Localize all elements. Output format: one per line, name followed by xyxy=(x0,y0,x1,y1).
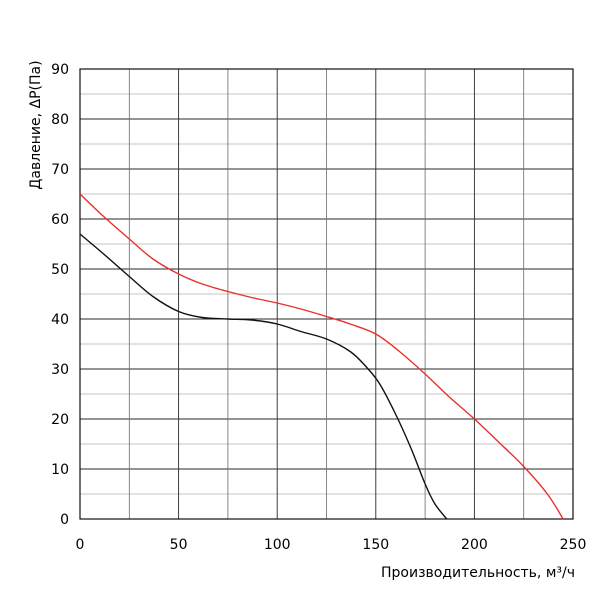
x-tick-label: 150 xyxy=(362,537,389,553)
y-tick-label: 20 xyxy=(51,412,69,428)
x-tick-label: 250 xyxy=(560,537,587,553)
x-tick-label: 200 xyxy=(461,537,488,553)
y-tick-label: 0 xyxy=(60,512,69,528)
plot-frame xyxy=(79,68,574,520)
y-tick-label: 30 xyxy=(51,362,69,378)
y-tick-label: 60 xyxy=(51,212,69,228)
x-tick-label: 50 xyxy=(170,537,188,553)
x-tick-label: 0 xyxy=(76,537,85,553)
y-axis-label: Давление, ΔP(Па) xyxy=(28,60,44,189)
y-tick-label: 90 xyxy=(51,62,69,78)
y-tick-label: 70 xyxy=(51,162,69,178)
y-tick-label: 40 xyxy=(51,312,69,328)
x-axis-label: Производительность, м³/ч xyxy=(381,565,575,581)
series-line-1 xyxy=(79,193,564,520)
y-tick-label: 10 xyxy=(51,462,69,478)
y-tick-label: 80 xyxy=(51,112,69,128)
x-tick-label: 100 xyxy=(264,537,291,553)
series-lines xyxy=(79,193,564,520)
series-line-2 xyxy=(79,233,448,520)
tick-labels: 0 50 100 150 200 250 0 10 20 30 40 50 60 70 80 90 xyxy=(51,62,586,553)
grid xyxy=(79,68,574,520)
y-tick-label: 50 xyxy=(51,262,69,278)
